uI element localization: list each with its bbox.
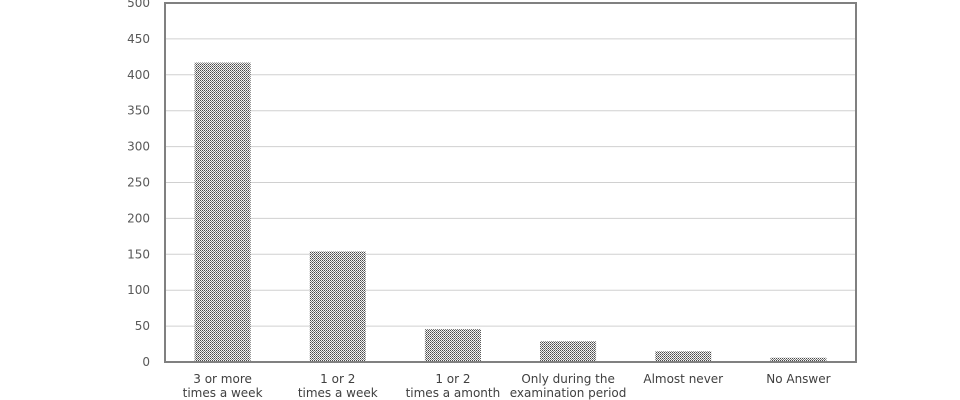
gridlines: [165, 38, 856, 327]
y-tick-label: 350: [127, 104, 150, 118]
x-category-label-line: times a week: [298, 386, 378, 400]
x-category-label: Almost never: [643, 372, 723, 386]
bar: [424, 328, 481, 362]
bar: [770, 357, 827, 362]
x-category-label-line: 3 or more: [193, 372, 252, 386]
bar: [309, 251, 366, 362]
x-category-label-line: 1 or 2: [435, 372, 470, 386]
y-tick-label: 300: [127, 140, 150, 154]
x-category-label-line: times a amonth: [406, 386, 501, 400]
x-category-label: 1 or 2 times a amonth: [406, 372, 501, 400]
x-category-label-line: times a week: [183, 386, 263, 400]
bar: [655, 351, 712, 362]
x-category-label-line: No Answer: [766, 372, 830, 386]
y-axis-ticks: 0 50 100 150 200 250 300 350 400 450 500: [127, 0, 150, 369]
x-category-label-line: examination period: [510, 386, 627, 400]
x-category-label-line: Almost never: [643, 372, 723, 386]
y-tick-label: 150: [127, 247, 150, 261]
x-category-label-line: 1 or 2: [320, 372, 355, 386]
y-tick-label: 400: [127, 68, 150, 82]
plot-frame: [164, 2, 857, 363]
y-tick-label: 100: [127, 283, 150, 297]
x-category-label: 3 or more times a week: [183, 372, 263, 400]
y-tick-label: 450: [127, 32, 150, 46]
x-category-label-line: Only during the: [521, 372, 615, 386]
bar: [540, 341, 597, 362]
y-tick-label: 0: [142, 355, 150, 369]
y-tick-label: 200: [127, 211, 150, 225]
y-tick-label: 50: [135, 319, 150, 333]
x-category-label: Only during the examination period: [510, 372, 627, 400]
bars: [194, 62, 827, 363]
y-tick-label: 250: [127, 176, 150, 190]
y-tick-label: 500: [127, 0, 150, 10]
bar: [194, 62, 251, 363]
x-category-label: No Answer: [766, 372, 830, 386]
x-category-label: 1 or 2 times a week: [298, 372, 378, 400]
